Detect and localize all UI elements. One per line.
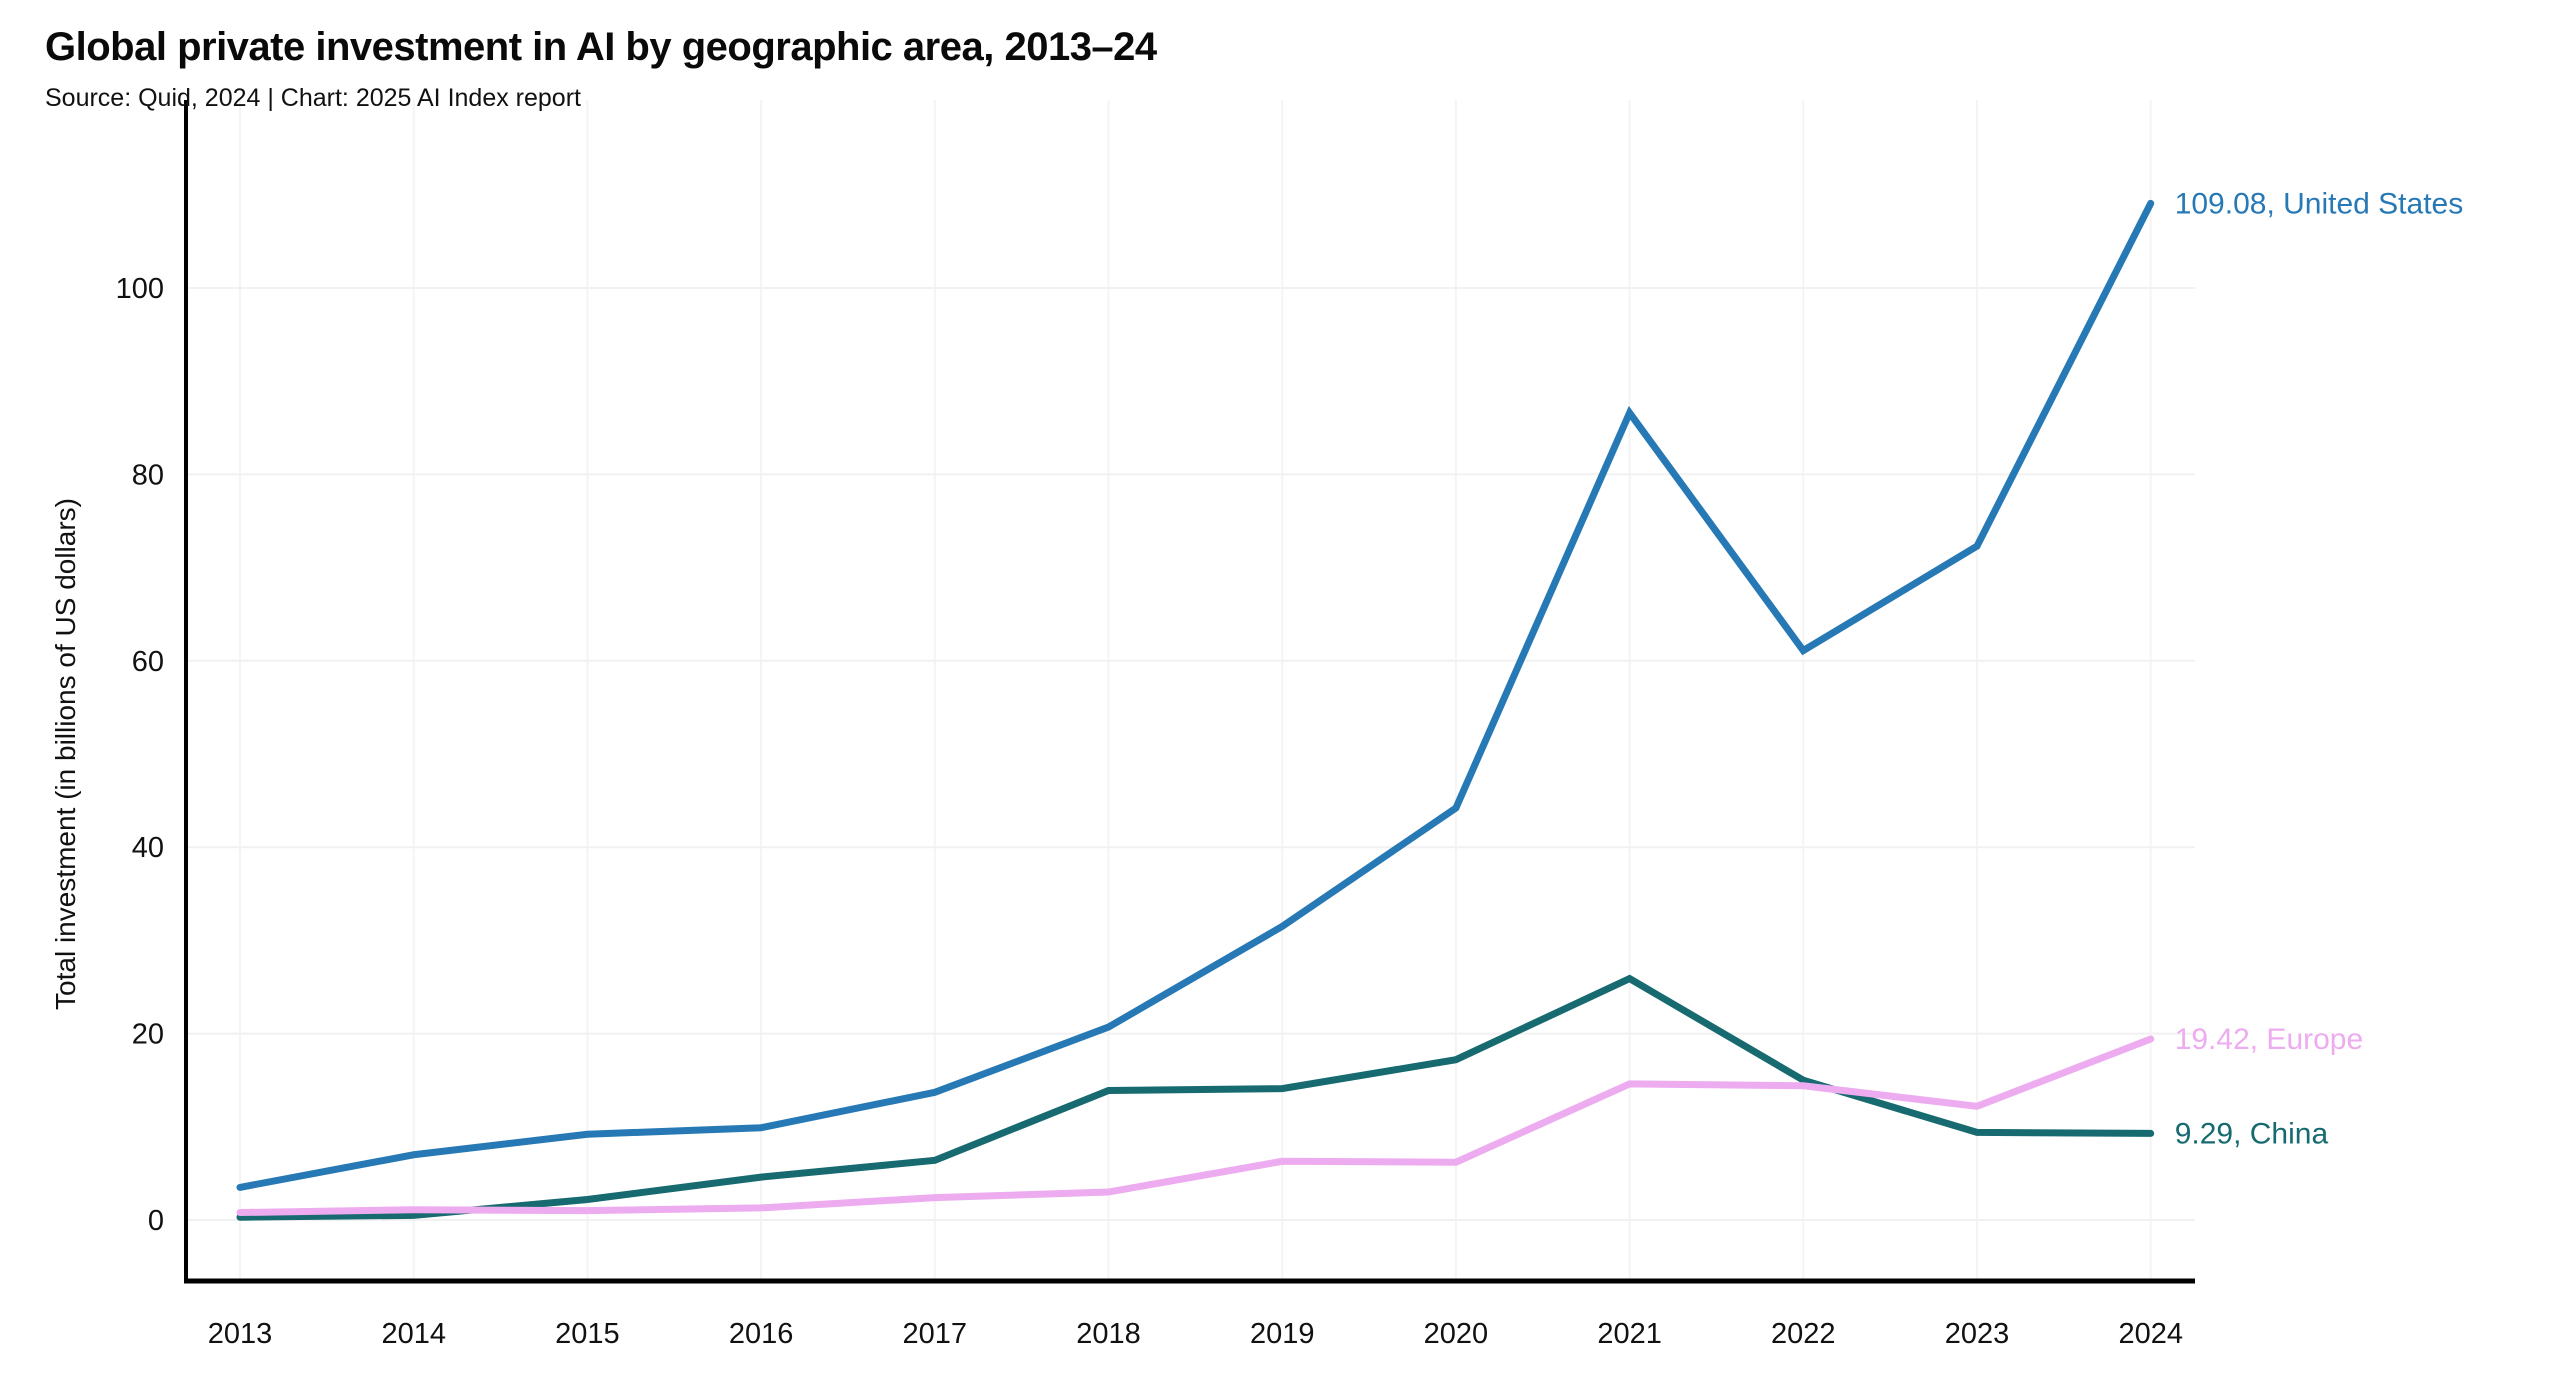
x-tick-label-2014: 2014	[381, 1318, 446, 1350]
x-tick-label-2023: 2023	[1945, 1318, 2010, 1350]
chart-title: Global private investment in AI by geogr…	[45, 25, 1157, 69]
series-line-united-states	[236, 199, 2155, 1191]
x-tick-label-2020: 2020	[1424, 1318, 1489, 1350]
y-axis-title: Total investment (in billions of US doll…	[50, 498, 81, 1010]
y-tick-label-100: 100	[116, 273, 164, 305]
y-tick-label-0: 0	[148, 1205, 164, 1237]
series-end-label-europe: 19.42, Europe	[2175, 1023, 2363, 1056]
series-line-china	[236, 974, 2155, 1221]
y-tick-label-20: 20	[132, 1019, 164, 1051]
y-tick-label-60: 60	[132, 646, 164, 678]
series-line-europe	[236, 1035, 2155, 1217]
chart-source-caption: Source: Quid, 2024 | Chart: 2025 AI Inde…	[45, 84, 581, 112]
x-tick-label-2016: 2016	[729, 1318, 794, 1350]
chart-header: Global private investment in AI by geogr…	[45, 24, 1157, 113]
x-tick-label-2022: 2022	[1771, 1318, 1836, 1350]
x-tick-label-2013: 2013	[208, 1318, 273, 1350]
x-tick-label-2018: 2018	[1076, 1318, 1141, 1350]
y-tick-label-40: 40	[132, 832, 164, 864]
x-tick-label-2024: 2024	[2118, 1318, 2183, 1350]
x-tick-label-2021: 2021	[1597, 1318, 1662, 1350]
x-tick-label-2017: 2017	[903, 1318, 968, 1350]
series-end-label-china: 9.29, China	[2175, 1117, 2329, 1150]
x-tick-label-2019: 2019	[1250, 1318, 1315, 1350]
x-tick-label-2015: 2015	[555, 1318, 620, 1350]
series-end-label-united-states: 109.08, United States	[2175, 187, 2464, 220]
y-tick-label-80: 80	[132, 459, 164, 491]
